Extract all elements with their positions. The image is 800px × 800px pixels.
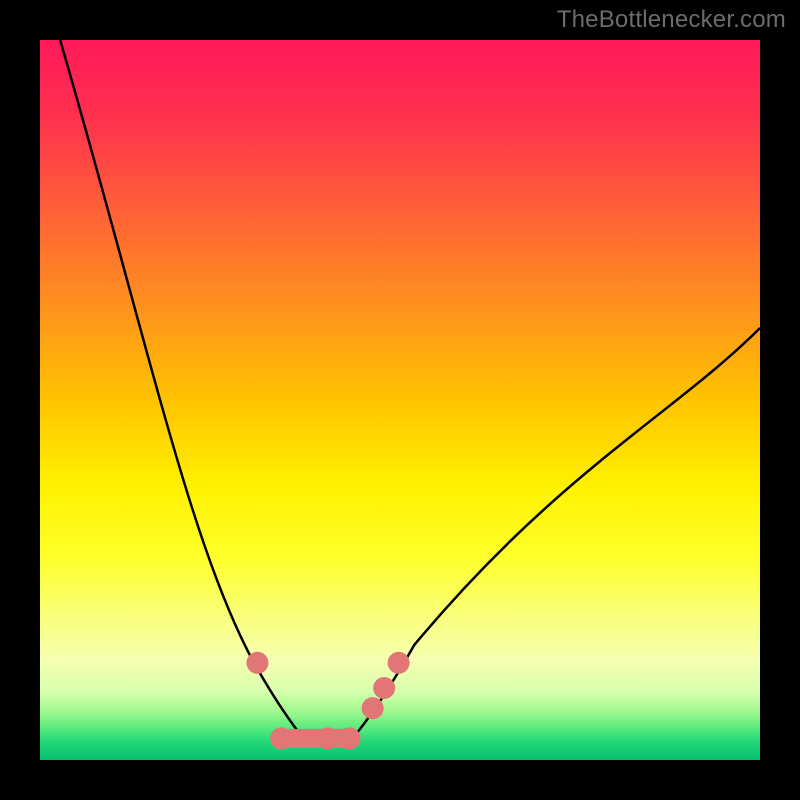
watermark-text: TheBottlenecker.com xyxy=(557,6,786,34)
plot-area xyxy=(40,40,760,760)
marker-dot xyxy=(270,727,292,749)
marker-dot xyxy=(339,727,361,749)
chart-svg xyxy=(40,40,760,760)
marker-dot xyxy=(373,677,395,699)
marker-dot xyxy=(362,697,384,719)
marker-dot xyxy=(246,652,268,674)
marker-dot xyxy=(388,652,410,674)
marker-dot xyxy=(317,727,339,749)
chart-outer-frame: TheBottlenecker.com xyxy=(0,0,800,800)
